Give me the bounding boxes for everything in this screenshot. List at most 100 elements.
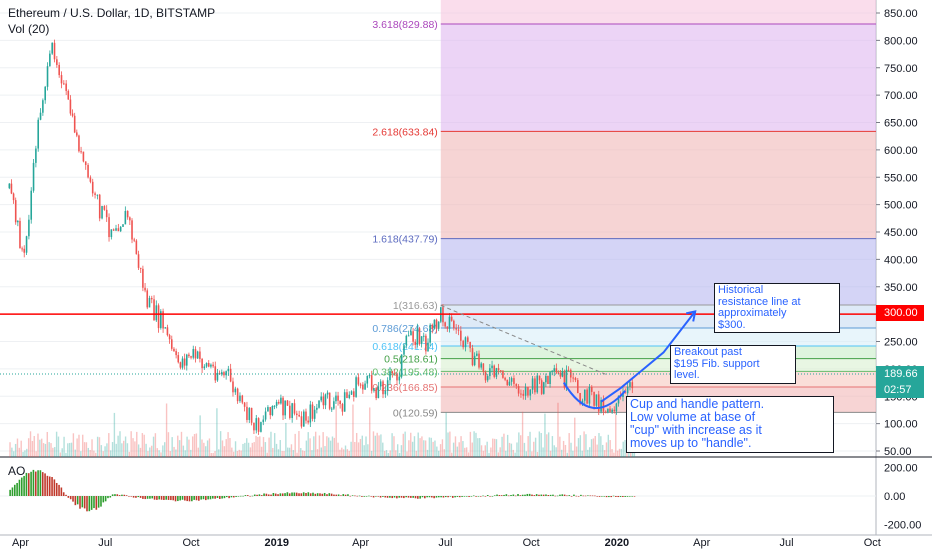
volume-bar xyxy=(416,451,417,457)
candle-body xyxy=(545,376,547,382)
candle-body xyxy=(111,229,113,237)
candle-body xyxy=(276,402,278,406)
y-tick-label: 600.00 xyxy=(884,145,918,157)
ao-bar xyxy=(317,493,319,496)
ao-bar xyxy=(335,495,337,496)
candle-body xyxy=(394,373,396,374)
volume-bar xyxy=(580,435,581,457)
volume-bar xyxy=(88,448,89,457)
y-tick-label: 850.00 xyxy=(884,8,918,20)
ao-bar xyxy=(443,496,445,498)
ao-bar xyxy=(123,495,125,496)
candle-body xyxy=(186,355,188,366)
volume-bar xyxy=(253,442,254,457)
ao-bar xyxy=(21,478,23,496)
ao-bar xyxy=(49,476,51,496)
candle-body xyxy=(358,377,360,384)
volume-bar xyxy=(619,449,620,457)
candle-body xyxy=(291,403,293,418)
volume-bar xyxy=(71,443,72,457)
ao-bar xyxy=(273,493,275,496)
volume-bar xyxy=(287,448,288,457)
ao-bar xyxy=(352,495,354,496)
volume-bar xyxy=(175,449,176,457)
fib-level-label: 0.5(218.61) xyxy=(384,354,438,366)
volume-bar xyxy=(211,453,212,457)
ao-bar xyxy=(624,496,626,497)
volume-bar xyxy=(555,447,556,457)
volume-bar xyxy=(486,442,487,457)
candle-body xyxy=(13,194,15,201)
ao-bar xyxy=(186,496,188,501)
volume-bar xyxy=(272,448,273,457)
volume-bar xyxy=(334,438,335,457)
candle-body xyxy=(593,392,595,406)
candle-body xyxy=(87,165,89,177)
ao-bar xyxy=(513,494,515,496)
volume-bar xyxy=(177,436,178,457)
x-tick-label: 2019 xyxy=(265,537,289,549)
volume-bar xyxy=(101,445,102,457)
volume-bar xyxy=(341,448,342,457)
volume-bar xyxy=(529,432,530,457)
volume-bar xyxy=(362,436,363,457)
volume-bar xyxy=(270,432,271,457)
ao-bar xyxy=(345,495,347,496)
volume-bar xyxy=(244,443,245,457)
candle-body xyxy=(427,343,429,352)
candle-body xyxy=(40,113,42,120)
candle-body xyxy=(115,228,117,230)
ao-bar xyxy=(163,496,165,500)
ao-bar xyxy=(522,495,524,496)
candle-body xyxy=(436,320,438,329)
ao-bar xyxy=(191,496,193,501)
cup-handle-note: Cup and handle pattern. Low volume at ba… xyxy=(626,396,834,453)
ao-bar xyxy=(12,487,14,496)
volume-bar xyxy=(542,447,543,457)
fib-zone xyxy=(441,131,876,238)
volume-bar xyxy=(425,440,426,457)
volume-bar xyxy=(13,451,14,457)
candle-body xyxy=(241,396,243,403)
candle-body xyxy=(158,305,160,328)
ao-bar xyxy=(44,473,46,496)
ao-bar xyxy=(37,470,39,496)
ao-bar xyxy=(531,495,533,496)
ao-bar xyxy=(408,496,410,498)
ao-bar xyxy=(550,495,552,496)
candle-body xyxy=(175,351,177,355)
ao-bar xyxy=(98,496,100,508)
volume-bar xyxy=(470,432,471,457)
candle-body xyxy=(146,290,148,307)
ao-bar xyxy=(89,496,91,511)
y-tick-label: 650.00 xyxy=(884,118,918,130)
ao-bar xyxy=(228,496,230,498)
candle-body xyxy=(551,371,553,372)
candle-body xyxy=(344,392,346,411)
ao-bar xyxy=(289,493,291,496)
volume-bar xyxy=(308,432,309,457)
ao-bar xyxy=(75,496,77,505)
candle-body xyxy=(382,381,384,394)
candle-body xyxy=(190,356,192,358)
volume-bar xyxy=(78,435,79,457)
volume-bar xyxy=(449,432,450,457)
candle-body xyxy=(307,421,309,423)
candle-body xyxy=(609,409,611,412)
volume-bar xyxy=(123,441,124,457)
volume-bar xyxy=(585,434,586,457)
volume-bar xyxy=(149,447,150,457)
candle-body xyxy=(51,43,53,54)
candle-body xyxy=(444,322,446,326)
ao-bar xyxy=(161,496,163,500)
ao-bar xyxy=(203,496,205,499)
ao-bar xyxy=(16,483,18,496)
candle-body xyxy=(225,371,227,375)
ao-bar xyxy=(252,496,254,497)
candle-body xyxy=(265,412,267,420)
ao-bar xyxy=(466,496,468,497)
candle-body xyxy=(228,369,230,371)
volume-bar xyxy=(453,443,454,457)
candle-body xyxy=(598,394,600,411)
ao-bar xyxy=(249,496,251,497)
